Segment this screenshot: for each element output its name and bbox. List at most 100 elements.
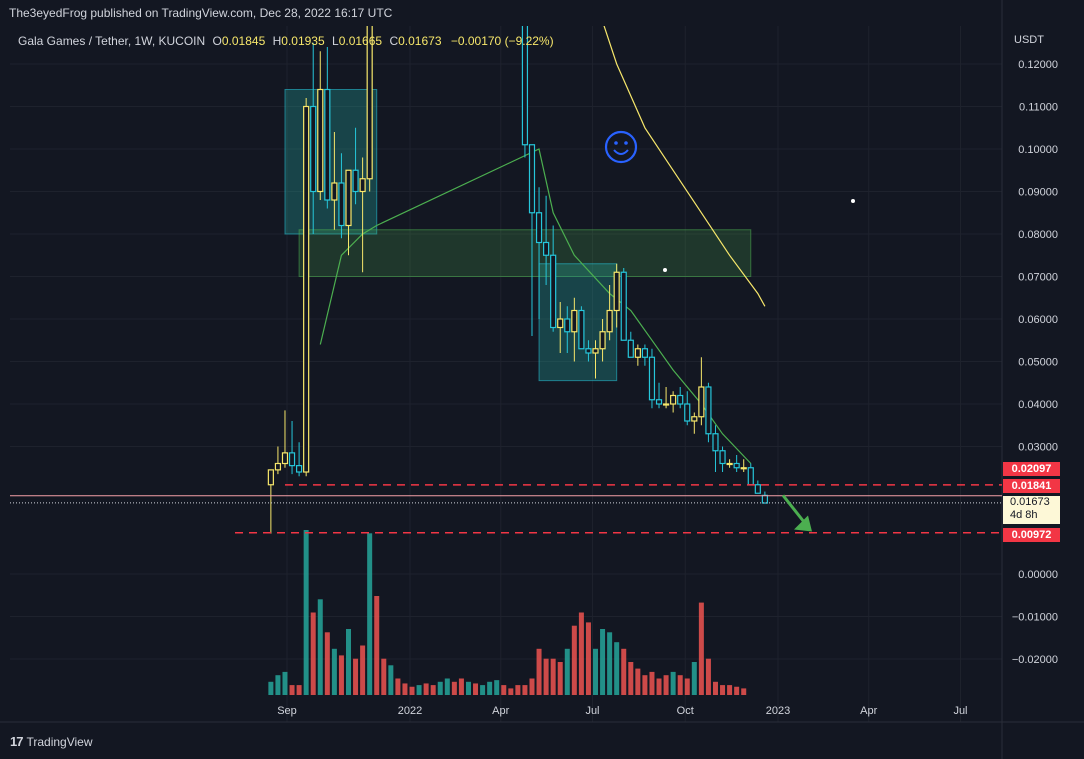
volume-bar	[522, 685, 528, 695]
change-value: −0.00170 (−9.22%)	[450, 34, 554, 48]
projection-arrow-icon	[794, 515, 812, 532]
volume-bar	[360, 645, 366, 695]
candle-body	[267, 469, 274, 486]
volume-bar	[501, 685, 507, 695]
candle-body	[288, 452, 296, 467]
x-tick-label: Oct	[677, 705, 694, 717]
volume-bar	[409, 686, 415, 695]
volume-bar	[691, 662, 697, 695]
high-label: H	[272, 34, 282, 48]
volume-bar	[593, 648, 599, 695]
volume-bar	[268, 681, 274, 695]
volume-bar	[388, 665, 394, 695]
marker-dot	[663, 268, 667, 272]
volume-bar	[310, 612, 316, 695]
volume-bar	[444, 678, 450, 695]
candle-body	[747, 467, 754, 486]
y-tick-label: 0.06000	[1018, 314, 1058, 326]
smiley-icon	[604, 130, 638, 164]
candle-body	[691, 416, 698, 422]
volume-bar	[564, 648, 570, 695]
symbol-legend: Gala Games / Tether, 1W, KUCOIN O0.01845…	[18, 34, 554, 48]
candle-body	[331, 182, 338, 201]
volume-bar	[557, 662, 563, 695]
candle-body	[634, 348, 641, 358]
smiley-mouth-icon	[613, 149, 629, 155]
volume-bar	[282, 671, 288, 695]
candle-body	[366, 26, 373, 180]
volume-bar	[628, 662, 634, 695]
volume-bar	[296, 685, 302, 695]
volume-bar	[508, 688, 514, 695]
candle-body	[295, 465, 303, 473]
volume-bar	[727, 685, 733, 695]
candle-body	[705, 386, 712, 435]
volume-bar	[720, 685, 726, 695]
volume-bar	[374, 596, 380, 695]
volume-bar	[550, 658, 556, 695]
level-tag-low: 0.00972	[1003, 528, 1060, 542]
volume-bar	[684, 678, 690, 695]
candle-body	[599, 331, 606, 350]
projection-arrow-line	[781, 494, 808, 526]
candle-body	[543, 241, 550, 256]
volume-bar	[465, 681, 471, 695]
volume-bar	[331, 648, 337, 695]
close-label: C	[389, 34, 399, 48]
x-tick-label: Jul	[953, 705, 967, 717]
marker-dot	[851, 199, 855, 203]
publisher-line: The3eyedFrog published on TradingView.co…	[9, 6, 393, 20]
volume-bar	[698, 602, 704, 695]
candle-body	[655, 399, 663, 405]
volume-bar	[642, 675, 648, 695]
candle-body	[677, 394, 684, 405]
tradingview-logo-icon: 17	[10, 734, 24, 749]
y-tick-label: −0.02000	[1012, 654, 1058, 666]
volume-bar	[303, 530, 309, 695]
level-tag-mid: 0.01841	[1003, 479, 1060, 493]
candle-body	[550, 254, 557, 329]
plot-layer	[10, 26, 1002, 695]
candle-body	[627, 339, 634, 358]
candle-body	[592, 348, 599, 354]
volume-bar	[423, 683, 429, 695]
candle-body	[684, 403, 691, 422]
candle-body	[698, 386, 705, 418]
high-value: 0.01935	[281, 34, 325, 48]
candle-body	[613, 271, 620, 312]
close-value: 0.01673	[398, 34, 442, 48]
x-tick-label: 2023	[766, 705, 790, 717]
footer-brand[interactable]: 17 TradingView	[10, 734, 93, 749]
symbol-title: Gala Games / Tether, 1W, KUCOIN	[18, 34, 206, 48]
candle-body	[564, 318, 571, 333]
volume-bar	[317, 599, 323, 695]
volume-bar	[741, 688, 747, 695]
volume-bar	[515, 685, 521, 695]
candle-body	[310, 105, 317, 193]
candle-body	[352, 169, 359, 193]
x-tick-label: Jul	[585, 705, 599, 717]
smiley-eye-icon	[614, 141, 618, 145]
current-price-value: 0.01673	[1010, 496, 1050, 508]
currency-label: USDT	[1014, 34, 1044, 46]
volume-bar	[663, 675, 669, 695]
y-tick-label: 0.03000	[1018, 442, 1058, 454]
candle-body	[317, 88, 324, 193]
y-tick-label: 0.00000	[1018, 569, 1058, 581]
volume-bar	[437, 681, 443, 695]
candle-body	[345, 169, 352, 227]
volume-bar	[571, 625, 577, 695]
volume-bar	[677, 675, 683, 695]
candle-body	[528, 144, 536, 214]
candle-body	[274, 462, 282, 471]
y-tick-label: −0.01000	[1012, 612, 1058, 624]
candle-body	[740, 467, 747, 470]
y-tick-label: 0.08000	[1018, 229, 1058, 241]
volume-bar	[734, 686, 740, 695]
volume-bar	[585, 622, 591, 695]
y-tick-label: 0.07000	[1018, 272, 1058, 284]
volume-bar	[402, 683, 408, 695]
candle-body	[521, 26, 529, 146]
zone-box	[284, 89, 378, 235]
